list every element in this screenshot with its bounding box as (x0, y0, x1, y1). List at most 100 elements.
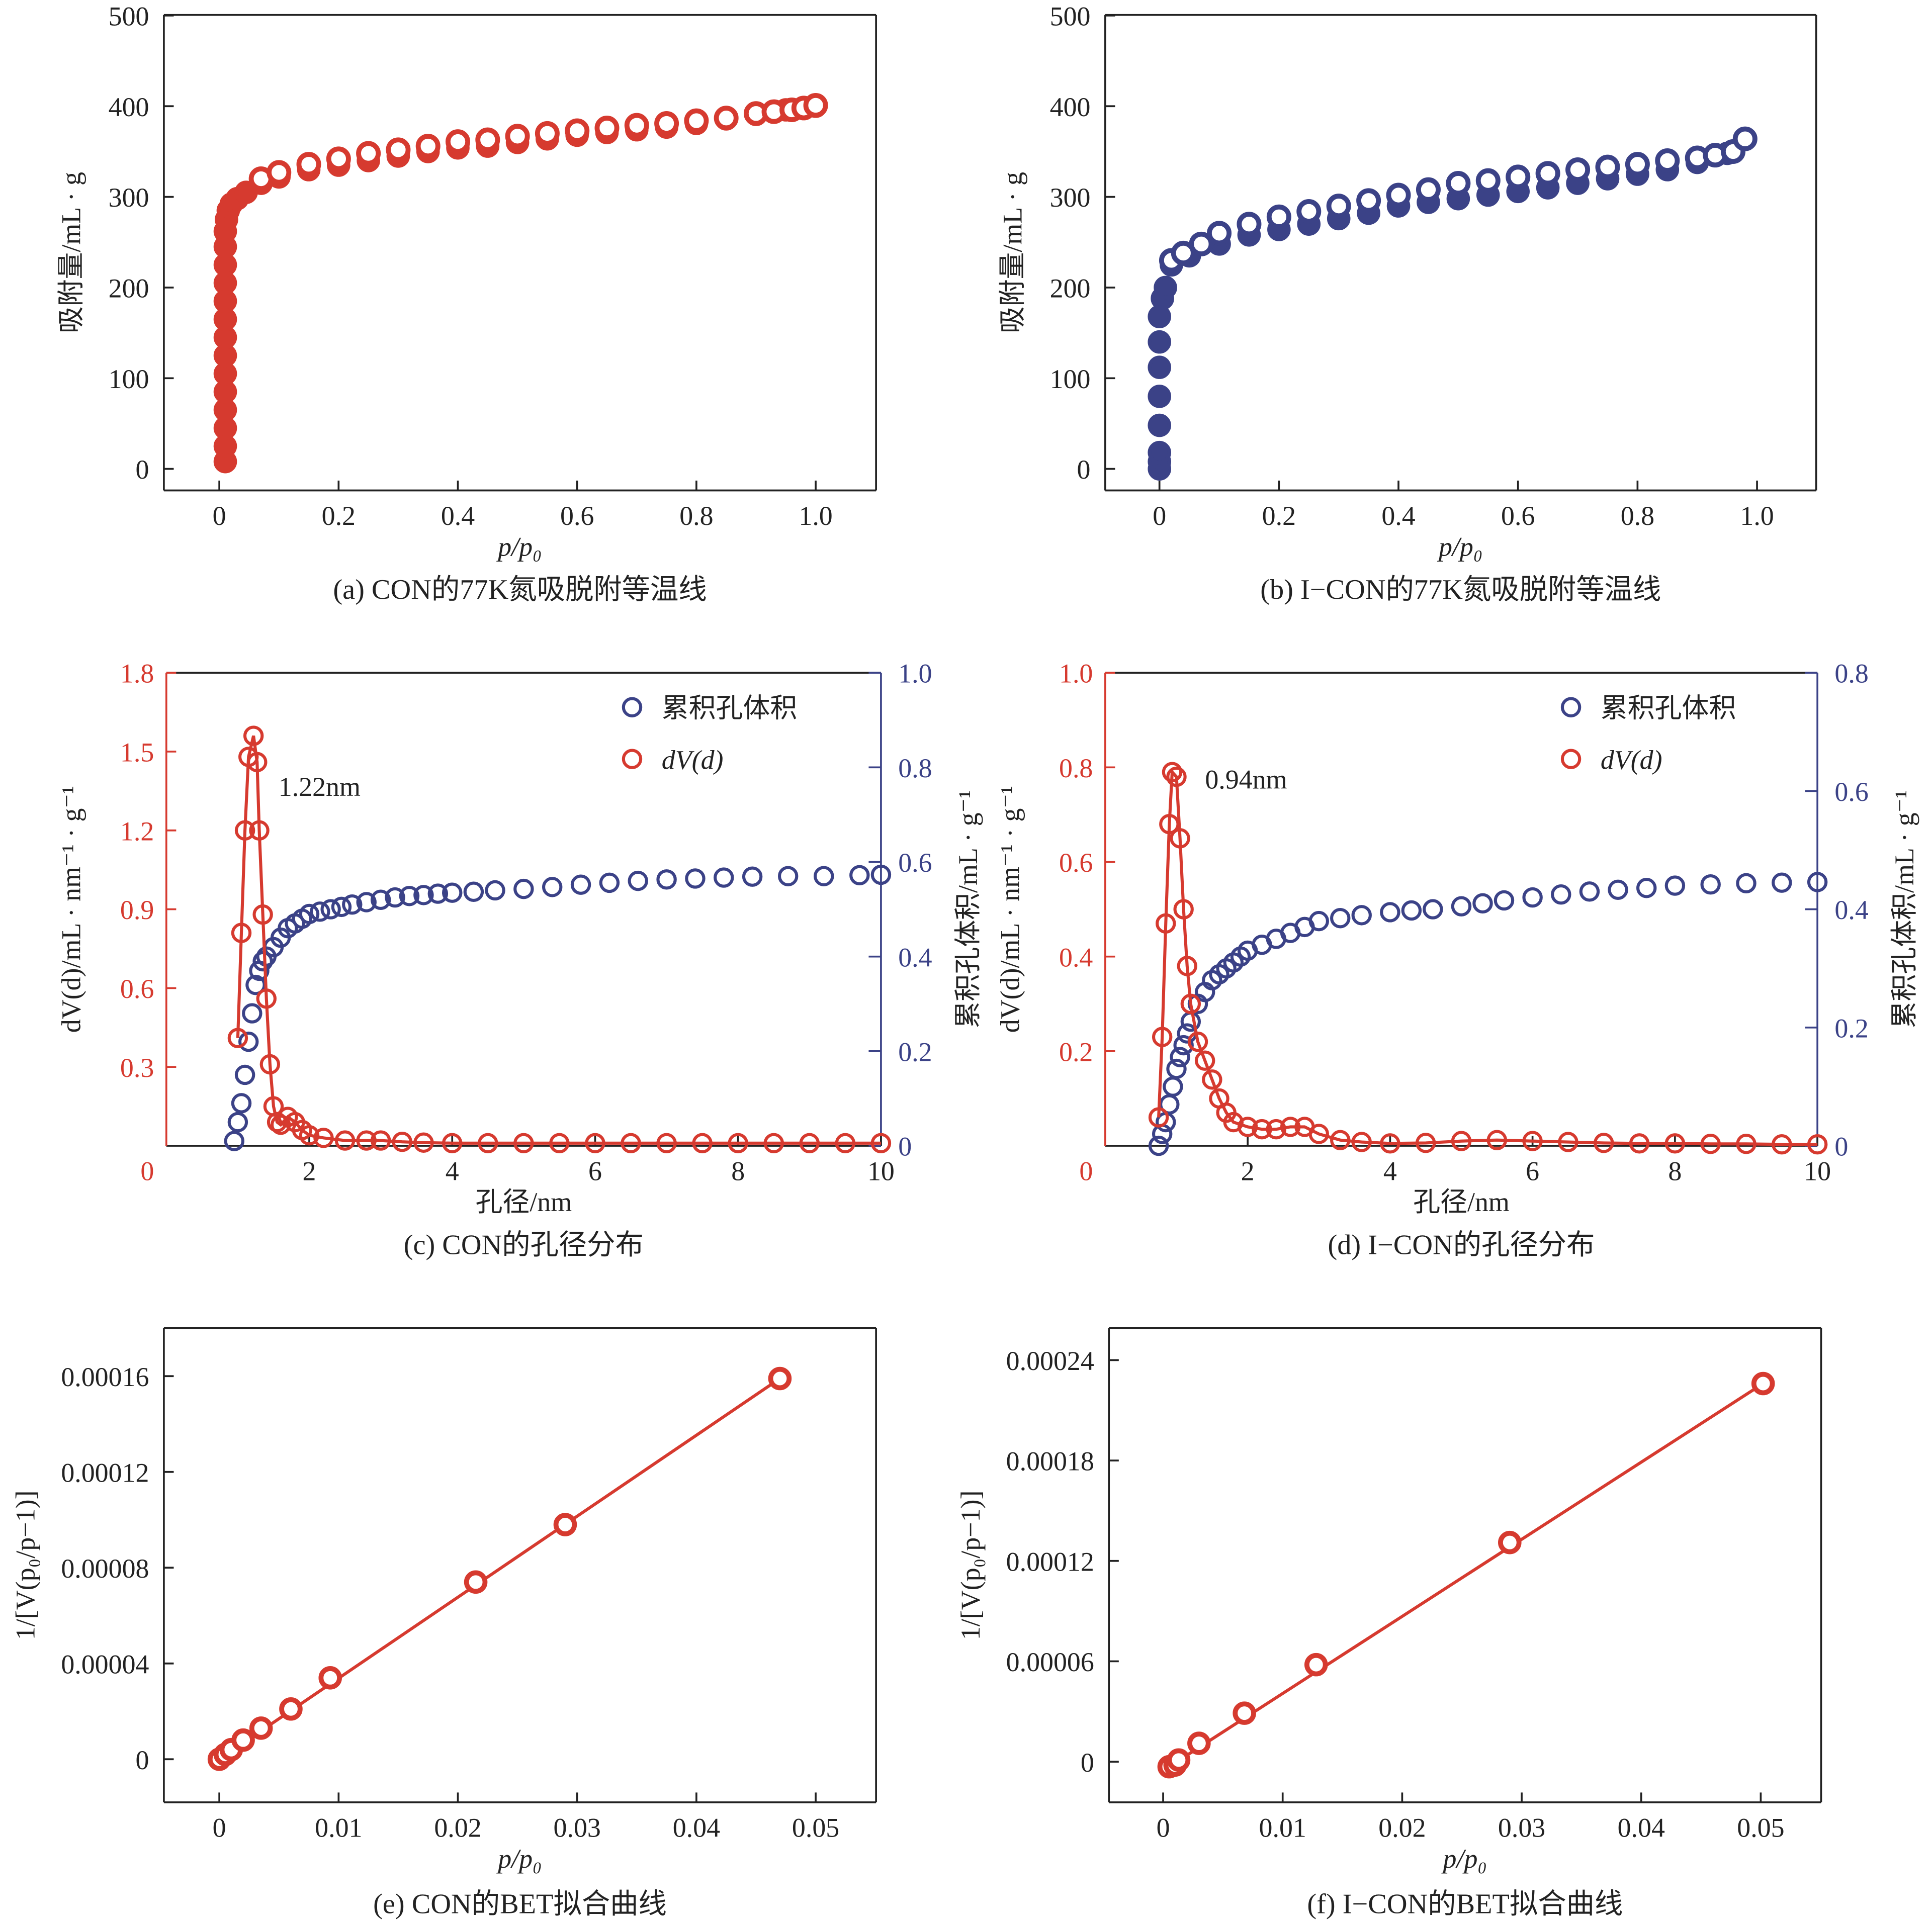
x-tick-label: 0.8 (1621, 501, 1654, 531)
data-point (243, 725, 264, 746)
data-point (320, 899, 341, 920)
x-tick-label: 0.04 (1618, 1813, 1665, 1843)
data-point (464, 1570, 488, 1594)
y-tick-label: 0.00006 (1006, 1647, 1094, 1677)
y-tick-label: 300 (109, 182, 149, 213)
x-tick-label: 1.0 (799, 501, 832, 531)
data-point (310, 901, 330, 922)
data-point (849, 865, 870, 886)
panel-a: 0 0.2 0.4 0.6 0.8 1.0 0 100 200 300 400 500 p/p₀ 吸附量/… (56, 2, 877, 605)
series-desorption (1159, 126, 1758, 273)
x-tick-label: 0.04 (673, 1813, 720, 1843)
data-point (1308, 910, 1329, 932)
data-point (1807, 872, 1828, 892)
data-point (1608, 879, 1628, 900)
data-point (1772, 872, 1792, 893)
data-point (1732, 126, 1758, 151)
data-point (1494, 890, 1515, 911)
data-point (1772, 1134, 1792, 1155)
y-tick-label: 0.4 (1059, 942, 1093, 972)
legend-label: dV(d) (1601, 745, 1662, 775)
x-tick-label: 10 (1804, 1156, 1831, 1186)
data-point (1152, 1027, 1173, 1047)
legend-marker (1560, 697, 1582, 717)
data-point (585, 1133, 605, 1154)
data-point (1266, 1119, 1286, 1140)
data-point (1237, 1117, 1258, 1137)
x-tick-label: 0.01 (1259, 1813, 1306, 1843)
y-tick-label: 0.00018 (1006, 1446, 1094, 1477)
data-point (768, 1366, 792, 1391)
y-tick-label: 1.5 (120, 738, 154, 768)
data-point (442, 1133, 463, 1154)
data-point (1700, 874, 1721, 895)
y-tick-label: 500 (109, 2, 149, 32)
y2-tick-label: 0.4 (898, 942, 932, 972)
y2-tick-label: 0 (1834, 1132, 1848, 1162)
data-point (1326, 194, 1351, 219)
x-tick-label: 0.02 (434, 1813, 481, 1843)
series-累积孔体积 (224, 864, 892, 1151)
data-point (1296, 199, 1322, 224)
data-point (1446, 171, 1471, 196)
data-point (231, 923, 252, 943)
data-point (442, 882, 463, 903)
y-tick-label: 0.00024 (1006, 1346, 1094, 1376)
x-tick-label: 0.6 (560, 501, 594, 531)
data-point (318, 1666, 342, 1690)
data-point (684, 108, 709, 133)
data-point (1180, 993, 1201, 1014)
series-dV(d) (227, 725, 892, 1154)
panel-caption: (f) I−CON的BET拟合曲线 (1307, 1889, 1623, 1920)
data-point (1194, 1050, 1215, 1071)
y2-tick-label: 0.4 (1834, 895, 1868, 925)
x-axis-label: p/p₀ (1441, 1844, 1487, 1874)
y-axis-label: 吸附量/mL · g (56, 172, 86, 333)
data-point (267, 160, 292, 185)
data-point (326, 146, 351, 171)
x-tick-label: 1.0 (1740, 501, 1774, 531)
x-axis-label: p/p₀ (496, 531, 542, 562)
fit-line (218, 1377, 781, 1761)
x-axis-label: p/p₀ (496, 1844, 542, 1874)
series-BET (1157, 1371, 1775, 1779)
data-point (1148, 385, 1171, 408)
data-point (413, 885, 434, 905)
series-adsorption (1148, 141, 1739, 481)
data-point (742, 866, 763, 887)
data-point (238, 1031, 259, 1052)
data-point (1266, 204, 1291, 229)
data-point (1308, 1124, 1329, 1144)
y2-tick-label: 0.2 (898, 1037, 932, 1067)
data-point (231, 1093, 252, 1114)
x-tick-label: 10 (867, 1156, 895, 1186)
data-point (370, 889, 391, 910)
y-tick-label: 0 (136, 1745, 149, 1775)
y2-tick-label: 0.2 (1834, 1013, 1868, 1043)
x-tick-label: 0.6 (1501, 501, 1535, 531)
series-desorption (248, 93, 828, 192)
data-point (227, 1028, 248, 1048)
data-point (799, 1133, 820, 1154)
data-point (570, 874, 591, 895)
data-point (870, 1133, 892, 1154)
data-point (1386, 182, 1411, 208)
data-point (1148, 413, 1171, 437)
y-tick-label: 300 (1050, 182, 1091, 213)
data-point (1148, 1135, 1169, 1156)
data-point (1629, 1133, 1650, 1154)
data-point (1655, 148, 1680, 173)
data-point (542, 877, 563, 897)
data-point (1207, 221, 1232, 246)
data-point (1807, 1134, 1828, 1155)
data-point (446, 129, 471, 154)
y-tick-label: 0 (1081, 1748, 1094, 1778)
data-point (803, 93, 828, 118)
data-point (1170, 1047, 1190, 1067)
data-point (1166, 766, 1187, 787)
panel-caption: (c) CON的孔径分布 (404, 1230, 644, 1261)
series-line (236, 735, 881, 1145)
x-tick-label: 2 (1241, 1156, 1255, 1186)
series-BET (207, 1366, 792, 1771)
data-point (621, 1133, 641, 1154)
